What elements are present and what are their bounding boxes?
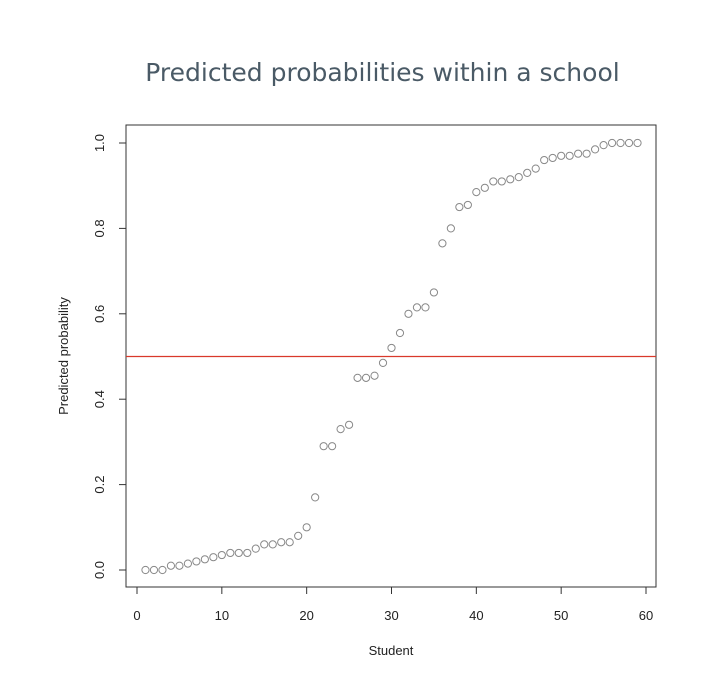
data-point	[421, 303, 430, 312]
data-point	[395, 328, 405, 338]
x-tick-label: 10	[215, 608, 229, 623]
data-point	[412, 303, 422, 312]
data-point	[311, 493, 320, 502]
data-point	[506, 175, 515, 184]
data-point	[158, 565, 167, 575]
data-point	[226, 548, 235, 558]
y-axis: 0.0 0.2 0.4 0.6 0.8 1.0	[92, 134, 127, 579]
x-tick-label: 20	[299, 608, 313, 623]
data-point	[370, 371, 379, 380]
data-point	[192, 557, 201, 566]
y-tick-label: 0.0	[92, 561, 107, 579]
data-point	[540, 155, 549, 165]
data-point	[429, 288, 439, 297]
data-point	[548, 153, 557, 163]
data-point	[574, 149, 583, 158]
data-point	[234, 548, 243, 558]
data-point	[268, 540, 277, 549]
data-point	[260, 540, 269, 549]
data-point	[344, 420, 354, 429]
data-point	[243, 548, 252, 558]
x-axis: 0 10 20 30 40 50 60	[133, 586, 653, 623]
data-point	[455, 202, 464, 212]
y-tick-label: 0.2	[92, 476, 107, 494]
data-point	[472, 188, 481, 197]
data-point	[141, 565, 150, 575]
data-point	[438, 239, 447, 248]
data-point	[361, 373, 371, 382]
data-point	[404, 309, 413, 318]
data-point	[514, 173, 523, 182]
data-point	[633, 138, 642, 148]
data-point	[616, 138, 625, 148]
data-point	[285, 538, 294, 547]
data-point	[497, 177, 506, 186]
data-point	[328, 442, 337, 451]
data-points	[141, 138, 642, 575]
data-point	[166, 561, 176, 570]
data-point	[446, 224, 455, 233]
data-point	[277, 538, 286, 547]
y-tick-label: 0.8	[92, 219, 107, 237]
x-tick-label: 30	[384, 608, 398, 623]
data-point	[336, 424, 345, 434]
data-point	[599, 141, 608, 150]
data-point	[582, 149, 591, 158]
data-point	[565, 151, 574, 160]
data-point	[463, 200, 472, 210]
data-point	[387, 343, 396, 353]
data-point	[149, 565, 159, 575]
chart-title: Predicted probabilities within a school	[145, 58, 620, 87]
data-point	[607, 138, 617, 148]
y-tick-label: 0.4	[92, 390, 107, 408]
y-axis-label: Predicted probability	[56, 297, 71, 415]
data-point	[302, 523, 311, 532]
data-point	[251, 544, 260, 553]
data-point	[591, 145, 600, 154]
data-point	[294, 531, 303, 540]
data-point	[489, 177, 498, 186]
data-point	[523, 168, 532, 177]
data-point	[217, 550, 226, 560]
x-tick-label: 50	[554, 608, 568, 623]
data-point	[557, 151, 566, 160]
x-tick-label: 0	[133, 608, 140, 623]
data-point	[200, 555, 209, 564]
x-axis-label: Student	[369, 643, 414, 658]
data-point	[209, 553, 218, 562]
data-point	[378, 358, 388, 368]
data-point	[319, 442, 328, 451]
data-point	[531, 164, 540, 173]
y-tick-label: 0.6	[92, 305, 107, 323]
data-point	[624, 138, 634, 148]
x-tick-label: 40	[469, 608, 483, 623]
data-point	[175, 561, 184, 570]
x-tick-label: 60	[639, 608, 653, 623]
data-point	[353, 373, 362, 382]
y-tick-label: 1.0	[92, 134, 107, 152]
data-point	[183, 559, 192, 568]
data-point	[480, 183, 489, 192]
